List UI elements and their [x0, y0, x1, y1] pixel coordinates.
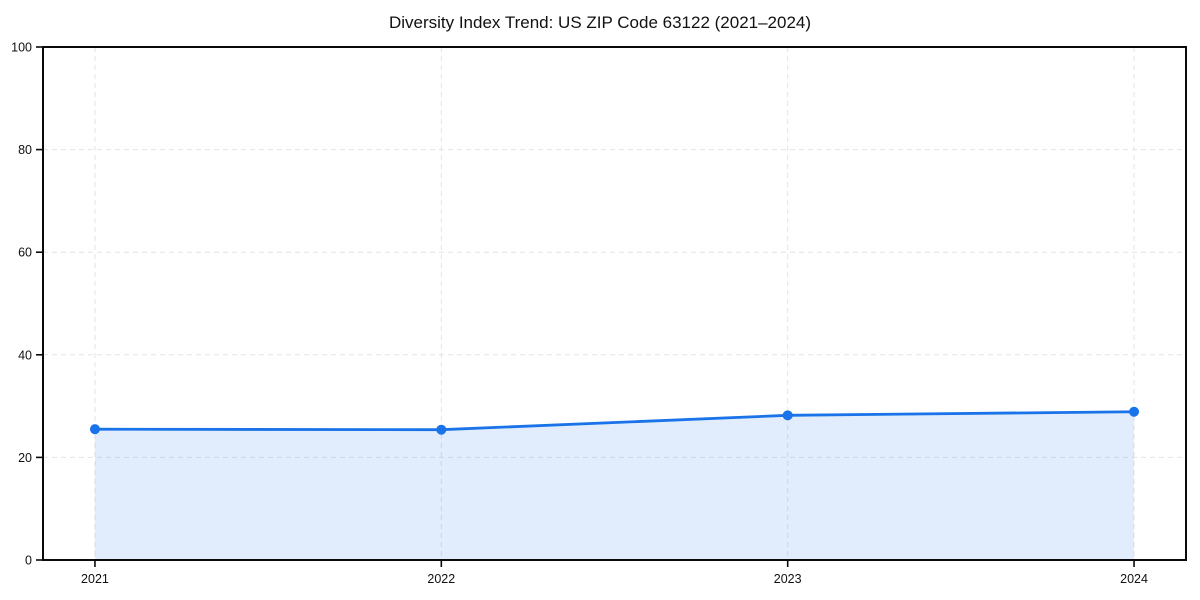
tick-marks [36, 46, 1135, 567]
data-point-2022 [436, 424, 447, 435]
x-tick-labels: 2021 2022 2023 2024 [81, 572, 1148, 586]
x-tick-label-2022: 2022 [427, 572, 455, 586]
y-tick-label-60: 60 [18, 246, 32, 260]
data-points [89, 406, 1140, 435]
x-tick-label-2021: 2021 [81, 572, 109, 586]
y-tick-label-80: 80 [18, 143, 32, 157]
chart-title: Diversity Index Trend: US ZIP Code 63122… [389, 13, 811, 32]
y-tick-label-0: 0 [25, 554, 32, 568]
data-point-2024 [1129, 406, 1140, 417]
area-fill [94, 411, 1135, 560]
data-point-2021 [89, 424, 100, 435]
trend-line [93, 410, 1136, 432]
area-fill-shape [94, 411, 1135, 560]
axes-frame [42, 46, 1187, 561]
x-tick-label-2024: 2024 [1120, 572, 1148, 586]
y-tick-label-20: 20 [18, 451, 32, 465]
data-point-2023 [782, 410, 793, 421]
plot-border [42, 46, 1187, 561]
x-tick-label-2023: 2023 [774, 572, 802, 586]
y-tick-label-40: 40 [18, 348, 32, 362]
y-tick-label-100: 100 [11, 41, 32, 55]
trend-line-path [93, 410, 1136, 432]
y-tick-labels: 0 20 40 60 80 100 [11, 41, 32, 568]
